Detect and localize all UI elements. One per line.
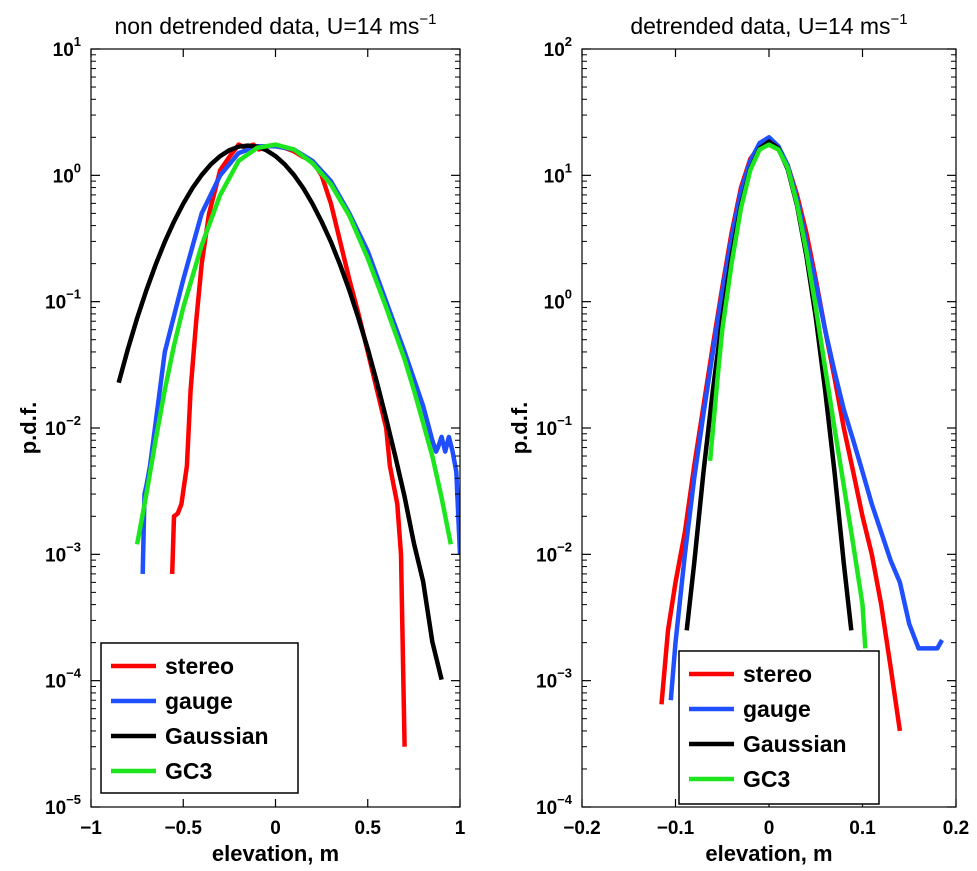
legend-label-gc3: GC3	[165, 758, 212, 784]
left-plot-panel: −1 −0.5 0 0.5 1 10−5 10−4 10−3 10−2 10−1 100 101 non…	[16, 11, 466, 866]
y-axis-label: p.d.f.	[507, 402, 532, 455]
y-axis-label: p.d.f.	[16, 402, 41, 455]
legend-label-stereo: stereo	[165, 653, 234, 679]
y-tick-label: 100	[544, 287, 572, 314]
y-tick-label: 10−3	[536, 666, 572, 693]
x-tick-label: 0	[270, 818, 281, 839]
legend-label-stereo: stereo	[743, 661, 812, 687]
plot-area	[116, 142, 460, 747]
series-line-gaussian	[116, 143, 444, 681]
plot-title: detrended data, U=14 ms−1	[630, 11, 907, 39]
y-tick-label: 10−2	[536, 539, 572, 566]
y-tick-label: 10−3	[45, 539, 81, 566]
y-tick-label: 10−1	[45, 287, 81, 314]
series-line-gc3	[707, 142, 868, 649]
x-tick-label: 0.2	[943, 818, 969, 839]
right-plot-panel: −0.2 −0.1 0 0.1 0.2 10−4 10−3 10−2 10−1 100 101 102…	[507, 11, 969, 866]
x-tick-label: −0.2	[563, 818, 601, 839]
legend: stereo gauge Gaussian GC3	[100, 642, 299, 794]
x-axis-label: elevation, m	[705, 841, 832, 866]
legend-label-gaussian: Gaussian	[743, 731, 847, 757]
y-tick-label: 101	[544, 160, 572, 187]
legend-label-gauge: gauge	[165, 688, 233, 714]
y-tick-label: 101	[53, 34, 81, 61]
x-axis-label: elevation, m	[212, 841, 339, 866]
y-tick-label: 10−2	[45, 413, 81, 440]
legend: stereo gauge Gaussian GC3	[678, 650, 880, 805]
x-tick-label: 1	[455, 818, 466, 839]
x-tick-label: −1	[80, 818, 102, 839]
series-line-gaussian	[684, 139, 854, 631]
legend-label-gc3: GC3	[743, 766, 790, 792]
y-tick-label: 10−4	[536, 792, 573, 819]
y-tick-label: 10−5	[45, 792, 81, 819]
x-tick-label: −0.5	[164, 818, 202, 839]
series-line-gauge	[140, 143, 460, 574]
y-tick-label: 100	[53, 160, 81, 187]
x-tick-label: 0	[764, 818, 775, 839]
legend-label-gaussian: Gaussian	[165, 723, 269, 749]
plot-area	[659, 135, 944, 732]
plot-title: non detrended data, U=14 ms−1	[114, 11, 436, 39]
series-line-gc3	[134, 142, 454, 545]
x-tick-label: −0.1	[657, 818, 695, 839]
y-tick-label: 102	[544, 34, 572, 61]
y-tick-label: 10−1	[536, 413, 572, 440]
legend-label-gauge: gauge	[743, 696, 811, 722]
x-tick-label: 0.5	[355, 818, 382, 839]
y-tick-label: 10−4	[45, 666, 82, 693]
x-tick-label: 0.1	[849, 818, 876, 839]
